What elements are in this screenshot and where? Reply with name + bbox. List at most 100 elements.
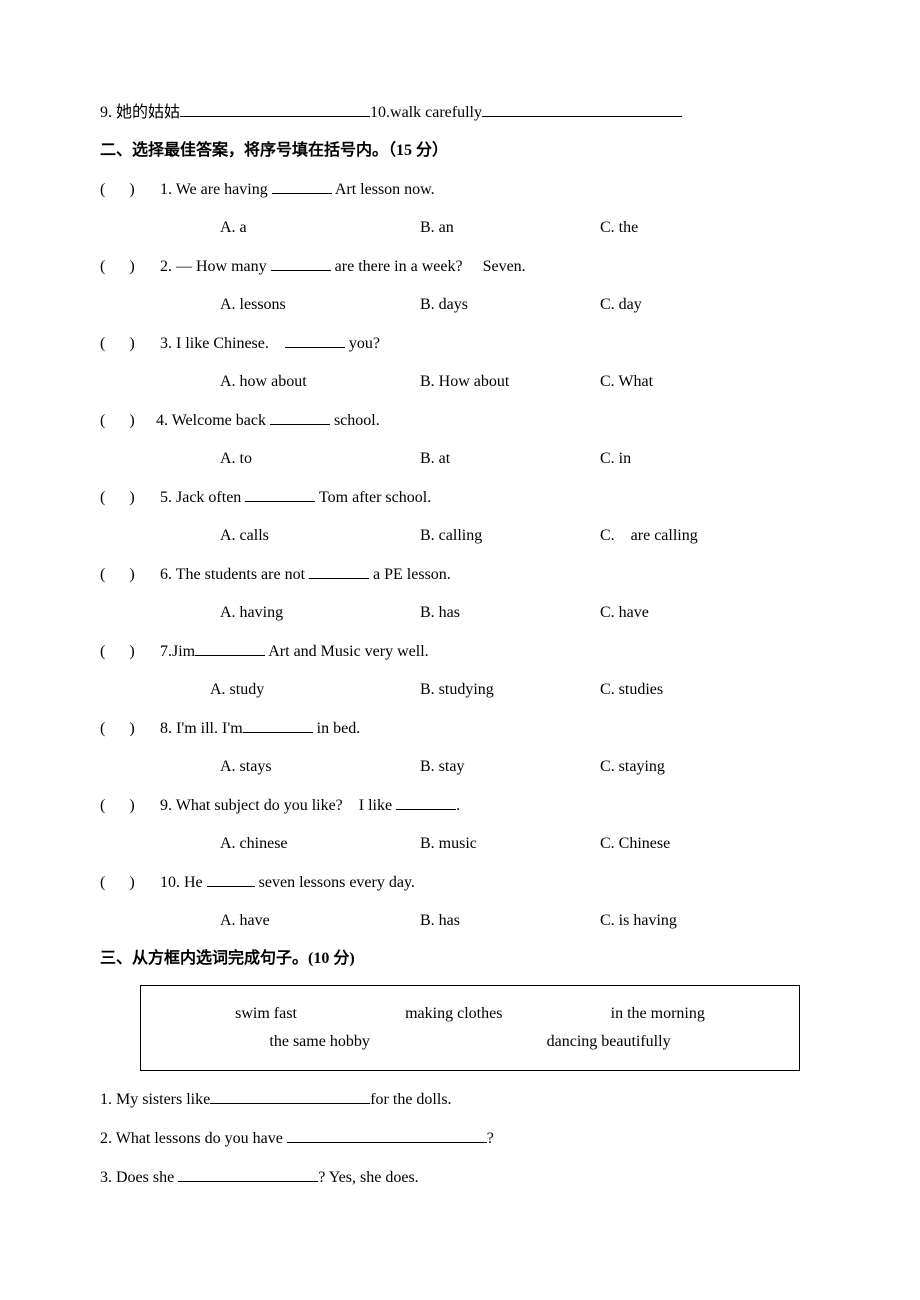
mc-question: ( )4. Welcome back school. — [100, 408, 820, 433]
mc-question: ( ) 9. What subject do you like? I like … — [100, 793, 820, 818]
mc-question: ( ) 6. The students are not a PE lesson. — [100, 562, 820, 587]
stem-blank[interactable] — [207, 870, 255, 887]
q-num: 6. — [160, 566, 176, 583]
options-row: A. calls B. calling C. are calling — [100, 524, 820, 548]
option-b[interactable]: B. calling — [420, 524, 600, 548]
stem-pre: The students are not — [176, 566, 309, 583]
option-c[interactable]: C. What — [600, 370, 653, 394]
fill-sentence: 1. My sisters likefor the dolls. — [100, 1087, 820, 1112]
option-b[interactable]: B. How about — [420, 370, 600, 394]
option-c[interactable]: C. staying — [600, 755, 665, 779]
q10-blank[interactable] — [482, 100, 682, 117]
fill-blank[interactable] — [287, 1126, 487, 1143]
stem-pre: We are having — [176, 181, 272, 198]
stem-pre: What subject do you like? I like — [176, 797, 396, 814]
mc-question: ( ) 1. We are having Art lesson now. — [100, 177, 820, 202]
q-num: 4. — [156, 412, 172, 429]
option-b[interactable]: B. has — [420, 601, 600, 625]
stem-post: Art and Music very well. — [265, 643, 429, 660]
stem-blank[interactable] — [245, 485, 315, 502]
option-c[interactable]: C. are calling — [600, 524, 698, 548]
answer-paren[interactable]: ( ) — [100, 640, 156, 664]
q-num: 10. — [160, 874, 184, 891]
fill-blank[interactable] — [178, 1165, 318, 1182]
stem-post: school. — [330, 412, 380, 429]
option-b[interactable]: B. days — [420, 293, 600, 317]
option-a[interactable]: A. lessons — [220, 293, 420, 317]
options-row: A. having B. has C. have — [100, 601, 820, 625]
options-row: A. a B. an C. the — [100, 216, 820, 240]
option-c[interactable]: C. have — [600, 601, 649, 625]
stem-pre: — How many — [176, 258, 271, 275]
wordbox-item: making clothes — [405, 1002, 502, 1026]
answer-paren[interactable]: ( ) — [100, 255, 156, 279]
stem-post: in bed. — [313, 720, 361, 737]
options-row: A. have B. has C. is having — [100, 909, 820, 933]
option-c[interactable]: C. day — [600, 293, 642, 317]
fill-sentence: 3. Does she ? Yes, she does. — [100, 1165, 820, 1190]
sent-pre: 3. Does she — [100, 1169, 178, 1186]
answer-paren[interactable]: ( ) — [100, 332, 156, 356]
stem-blank[interactable] — [272, 177, 332, 194]
stem-blank[interactable] — [271, 254, 331, 271]
option-c[interactable]: C. Chinese — [600, 832, 670, 856]
translation-row: 9. 她的姑姑10.walk carefully — [100, 100, 820, 125]
option-a[interactable]: A. a — [220, 216, 420, 240]
sent-pre: 2. What lessons do you have — [100, 1130, 287, 1147]
option-a[interactable]: A. study — [210, 678, 420, 702]
option-a[interactable]: A. stays — [220, 755, 420, 779]
options-row: A. lessons B. days C. day — [100, 293, 820, 317]
answer-paren[interactable]: ( ) — [100, 794, 156, 818]
stem-post: a PE lesson. — [369, 566, 451, 583]
option-c[interactable]: C. in — [600, 447, 631, 471]
answer-paren[interactable]: ( ) — [100, 409, 156, 433]
option-c[interactable]: C. the — [600, 216, 638, 240]
option-a[interactable]: A. have — [220, 909, 420, 933]
option-a[interactable]: A. how about — [220, 370, 420, 394]
option-a[interactable]: A. chinese — [220, 832, 420, 856]
option-b[interactable]: B. studying — [420, 678, 600, 702]
answer-paren[interactable]: ( ) — [100, 717, 156, 741]
stem-blank[interactable] — [309, 562, 369, 579]
q-num: 1. — [160, 181, 176, 198]
q-num: 3. — [160, 335, 176, 352]
stem-blank[interactable] — [243, 716, 313, 733]
options-row: A. stays B. stay C. staying — [100, 755, 820, 779]
answer-paren[interactable]: ( ) — [100, 871, 156, 895]
options-row: A. to B. at C. in — [100, 447, 820, 471]
fill-blank[interactable] — [210, 1087, 370, 1104]
answer-paren[interactable]: ( ) — [100, 563, 156, 587]
stem-post: . — [456, 797, 460, 814]
mc-question: ( ) 10. He seven lessons every day. — [100, 870, 820, 895]
answer-paren[interactable]: ( ) — [100, 486, 156, 510]
option-a[interactable]: A. having — [220, 601, 420, 625]
wordbox-item: in the morning — [611, 1002, 705, 1026]
stem-blank[interactable] — [195, 639, 265, 656]
stem-blank[interactable] — [270, 408, 330, 425]
q-num: 7. — [160, 643, 172, 660]
stem-post: Art lesson now. — [332, 181, 435, 198]
mc-question: ( ) 8. I'm ill. I'm in bed. — [100, 716, 820, 741]
option-a[interactable]: A. calls — [220, 524, 420, 548]
sent-post: ? Yes, she does. — [318, 1169, 418, 1186]
option-c[interactable]: C. is having — [600, 909, 677, 933]
q10-label: 10.walk carefully — [370, 104, 482, 121]
option-b[interactable]: B. has — [420, 909, 600, 933]
options-row: A. study B. studying C. studies — [100, 678, 820, 702]
stem-blank[interactable] — [396, 793, 456, 810]
section3-header: 三、从方框内选词完成句子。(10 分) — [100, 947, 820, 971]
option-b[interactable]: B. at — [420, 447, 600, 471]
stem-blank[interactable] — [285, 331, 345, 348]
stem-post: you? — [345, 335, 380, 352]
option-b[interactable]: B. music — [420, 832, 600, 856]
answer-paren[interactable]: ( ) — [100, 178, 156, 202]
option-c[interactable]: C. studies — [600, 678, 663, 702]
sent-post: for the dolls. — [370, 1091, 451, 1108]
stem-pre: Jim — [172, 643, 195, 660]
wordbox-item: dancing beautifully — [547, 1030, 671, 1054]
option-a[interactable]: A. to — [220, 447, 420, 471]
stem-pre: I like Chinese. — [176, 335, 285, 352]
option-b[interactable]: B. stay — [420, 755, 600, 779]
q9-blank[interactable] — [180, 100, 370, 117]
option-b[interactable]: B. an — [420, 216, 600, 240]
